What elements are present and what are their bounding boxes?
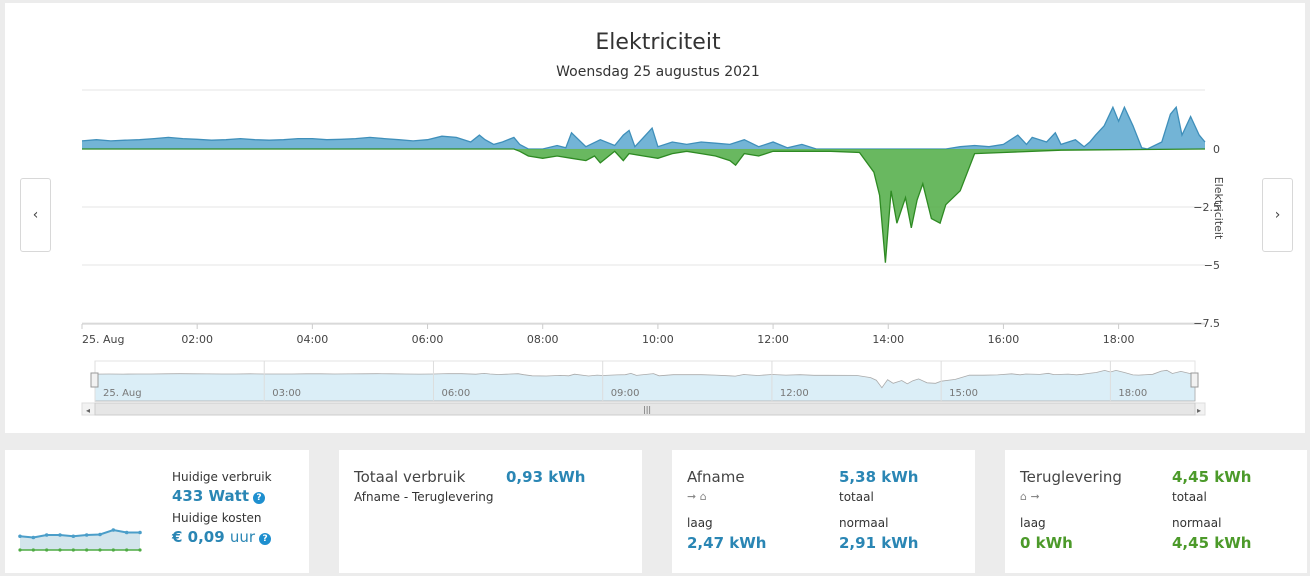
sparkline-usage-point	[71, 534, 76, 539]
sparkline-return-point	[85, 548, 89, 552]
sparkline-usage-point	[44, 533, 49, 537]
sparkline-return-point	[71, 548, 75, 552]
y-tick-label: 0	[1213, 143, 1220, 156]
sparkline-return-point	[31, 548, 35, 552]
teruglevering-card: Teruglevering ⌂ ➞ 4,45 kWh totaal laag 0…	[1005, 450, 1307, 573]
current-cost-value: € 0,09	[172, 528, 225, 546]
sparkline-usage-point	[124, 530, 129, 535]
y-axis-label: Elektriciteit	[1212, 177, 1225, 240]
chart-panel: Elektriciteit Woensdag 25 augustus 2021 …	[5, 3, 1305, 433]
x-tick-label: 10:00	[642, 333, 674, 346]
chart-subtitle: Woensdag 25 augustus 2021	[556, 64, 760, 80]
afname-normal-label: normaal	[839, 516, 889, 530]
x-tick-label: 18:00	[1103, 333, 1135, 346]
current-usage-card: Huidige verbruik 433 Watt? Huidige koste…	[5, 450, 309, 573]
chevron-right-icon: ›	[1274, 207, 1281, 223]
navigator-label: 12:00	[780, 388, 809, 399]
help-icon[interactable]: ?	[253, 492, 266, 504]
teruglevering-total-label: totaal	[1172, 490, 1207, 504]
chart-title: Elektriciteit	[595, 30, 721, 55]
previous-day-button[interactable]: ‹	[20, 178, 51, 252]
x-tick-label: 08:00	[527, 333, 559, 346]
afname-total-value: 5,38 kWh	[839, 468, 919, 486]
sparkline-usage-line	[19, 528, 140, 539]
time-navigator[interactable]: 25. Aug 03:00 06:00 09:00 12:00 15:00 18:00 ◂ ▸ |…	[81, 360, 1206, 416]
teruglevering-low-value: 0 kWh	[1020, 534, 1073, 552]
afname-card: Afname ➞ ⌂ 5,38 kWh totaal laag 2,47 kWh…	[672, 450, 975, 573]
sparkline-usage-point	[111, 528, 116, 532]
series-area-1	[82, 149, 1205, 263]
navigator-label: 15:00	[949, 388, 978, 399]
teruglevering-normal-value: 4,45 kWh	[1172, 534, 1252, 552]
current-usage-value: 433 Watt	[172, 487, 250, 505]
navigator-right-handle	[1190, 372, 1199, 388]
afname-low-label: laag	[687, 516, 713, 530]
total-usage-value: 0,93 kWh	[506, 468, 586, 486]
sparkline-return-point	[58, 548, 62, 552]
home-to-arrow-icon: ⌂ ➞	[1020, 490, 1040, 503]
sparkline-return-point	[125, 548, 129, 552]
afname-title: Afname	[687, 468, 745, 486]
x-tick-label: 16:00	[988, 333, 1020, 346]
navigator-series	[94, 369, 1196, 402]
current-usage-value-row: 433 Watt?	[172, 487, 266, 505]
teruglevering-total-value: 4,45 kWh	[1172, 468, 1252, 486]
x-tick-label: 14:00	[872, 333, 904, 346]
navigator-label: 18:00	[1118, 388, 1147, 399]
current-cost-value-row: € 0,09 uur?	[172, 528, 272, 546]
chevron-left-icon: ‹	[32, 207, 39, 223]
sparkline-return-point	[138, 548, 142, 552]
sparkline-usage-point	[58, 533, 62, 537]
sparkline-usage-point	[31, 535, 36, 540]
scrollbar-thumb	[94, 402, 1196, 416]
x-tick-label: 02:00	[181, 333, 213, 346]
sparkline-usage-point	[18, 534, 22, 539]
x-tick-label: 06:00	[412, 333, 444, 346]
sparkline-return-point	[45, 548, 49, 552]
series-line-0	[81, 105, 1206, 150]
x-tick-label: 25. Aug	[82, 333, 124, 346]
sparkline-area	[20, 530, 140, 550]
x-tick-label: 04:00	[297, 333, 329, 346]
teruglevering-normal-label: normaal	[1172, 516, 1222, 530]
scroll-left-arrow-icon: ◂	[86, 406, 90, 415]
sparkline-return-point	[98, 548, 102, 552]
y-tick-label: −7.5	[1193, 317, 1220, 330]
sparkline-return-point	[111, 548, 115, 552]
afname-low-value: 2,47 kWh	[687, 534, 767, 552]
current-cost-unit: uur	[229, 528, 256, 546]
sparkline-return-point	[18, 548, 22, 552]
total-usage-card: Totaal verbruik 0,93 kWh Afname - Terugl…	[339, 450, 642, 573]
help-icon[interactable]: ?	[259, 533, 272, 545]
series-area-0	[82, 107, 1205, 149]
sparkline-usage-point	[138, 530, 142, 535]
afname-normal-value: 2,91 kWh	[839, 534, 919, 552]
y-tick-label: −2.5	[1193, 201, 1220, 214]
navigator-label: 06:00	[441, 388, 470, 399]
scrollbar-grip-icon: |||	[643, 405, 651, 414]
afname-total-label: totaal	[839, 490, 874, 504]
current-cost-label: Huidige kosten	[172, 511, 262, 525]
y-tick-label: −5	[1204, 259, 1220, 272]
scroll-right-arrow-icon: ▸	[1197, 406, 1201, 415]
teruglevering-title: Teruglevering	[1020, 468, 1122, 486]
navigator-left-handle	[90, 372, 99, 388]
electricity-chart: Elektriciteit Woensdag 25 augustus 2021 …	[81, 30, 1225, 416]
total-usage-title: Totaal verbruik	[354, 468, 466, 486]
sparkline-usage-point	[98, 532, 102, 537]
x-tick-label: 12:00	[757, 333, 789, 346]
next-day-button[interactable]: ›	[1262, 178, 1293, 252]
navigator-label: 25. Aug	[103, 388, 142, 399]
teruglevering-low-label: laag	[1020, 516, 1046, 530]
arrow-to-home-icon: ➞ ⌂	[687, 490, 707, 503]
series-line-1	[82, 148, 1206, 263]
total-usage-subtitle: Afname - Teruglevering	[354, 490, 494, 504]
sparkline-usage-point	[84, 533, 89, 537]
current-usage-label: Huidige verbruik	[172, 470, 272, 484]
navigator-label: 03:00	[272, 388, 301, 399]
navigator-label: 09:00	[611, 388, 640, 399]
usage-sparkline	[18, 528, 142, 552]
